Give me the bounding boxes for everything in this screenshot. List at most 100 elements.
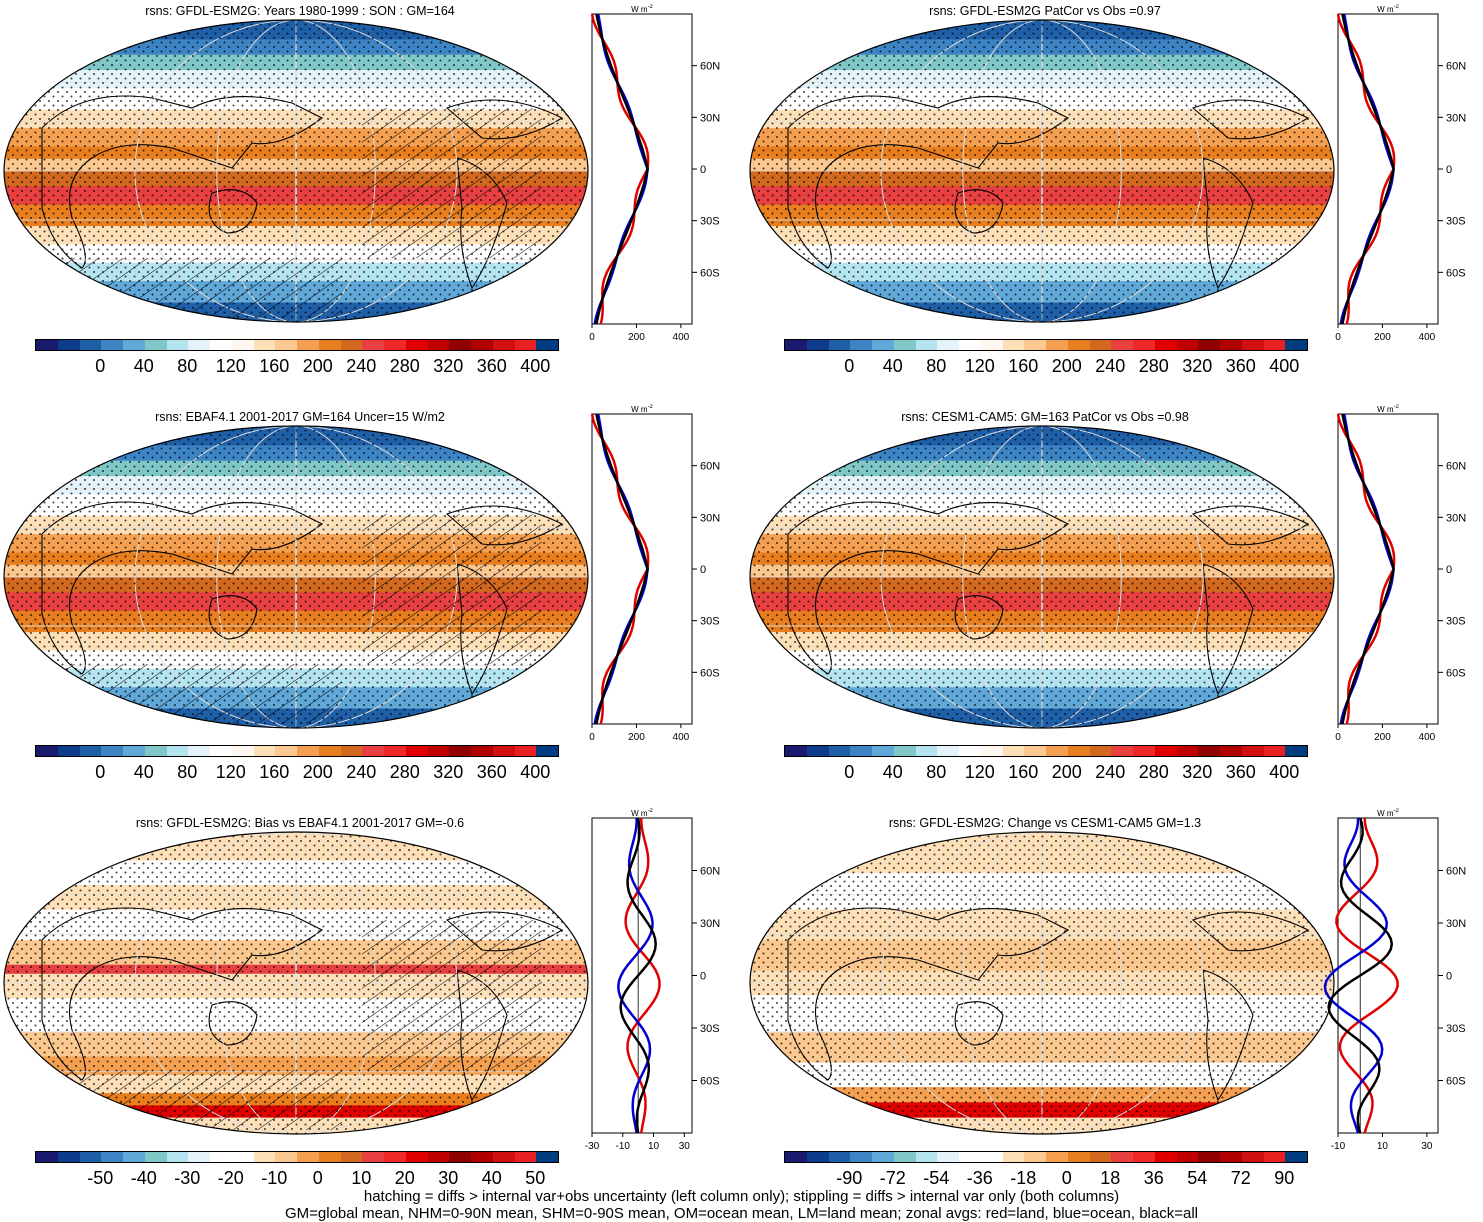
- lat-tick-label: 30N: [1446, 112, 1466, 124]
- lat-tick-label: 0: [1446, 971, 1452, 983]
- colorbar-labels: -50 -40 -30 -20 -10 0 10 20 30 40 50: [35, 1168, 557, 1190]
- colorbar-swatch: [1263, 1152, 1286, 1162]
- colorbar-swatch: [828, 1152, 851, 1162]
- colorbar-swatch: [79, 746, 102, 756]
- value-tick-label: 200: [628, 332, 645, 343]
- colorbar-swatch: [57, 746, 80, 756]
- colorbar-swatch: [1024, 340, 1046, 350]
- world-map: [749, 425, 1335, 729]
- world-map: [3, 19, 589, 323]
- colorbar-swatch: [1067, 340, 1090, 350]
- colorbar-swatch: [449, 1152, 471, 1162]
- colorbar-label: 54: [1187, 1168, 1208, 1188]
- colorbar-swatch: [806, 340, 829, 350]
- lat-tick-label: 30S: [1446, 616, 1466, 628]
- colorbar-label: 320: [1182, 356, 1213, 376]
- lat-tick-label: 30N: [700, 112, 720, 124]
- value-tick-label: 30: [679, 1141, 691, 1152]
- colorbar-swatch: [536, 340, 558, 350]
- lat-tick-label: 60S: [700, 267, 720, 279]
- world-map: [3, 831, 589, 1135]
- lat-tick-label: 0: [1446, 564, 1452, 576]
- zonal-average-plot: W m-2 60N 30N 0 30S 60S -10 10 30: [1323, 808, 1466, 1152]
- lat-tick-label: 30S: [700, 616, 720, 628]
- colorbar-swatch: [210, 1152, 232, 1162]
- colorbar-label: -40: [130, 1168, 157, 1188]
- colorbar-swatch: [893, 746, 916, 756]
- world-map: [749, 831, 1335, 1135]
- colorbar-swatch: [492, 1152, 515, 1162]
- value-tick-label: 200: [628, 732, 645, 743]
- colorbar-swatch: [275, 746, 297, 756]
- map-border: [749, 19, 1335, 323]
- colorbar-swatch: [144, 746, 167, 756]
- colorbar-swatch: [340, 340, 363, 350]
- zonal-line: [595, 13, 649, 325]
- colorbar-labels: 0 40 80 120 160 200 240 280 320 360 400: [784, 762, 1306, 784]
- colorbar-swatch: [1046, 746, 1068, 756]
- colorbar-swatch: [449, 340, 471, 350]
- colorbar-swatch: [36, 746, 58, 756]
- colorbar-swatch: [1154, 746, 1177, 756]
- zonal-line: [619, 817, 657, 1134]
- zonal-average-plot: W m-2 60N 30N 0 30S 60S 0 200 400: [589, 4, 720, 343]
- colorbar-swatch: [806, 746, 829, 756]
- lat-tick-label: 60N: [1446, 461, 1466, 473]
- colorbar-swatch: [1198, 746, 1220, 756]
- lat-tick-label: 60S: [1446, 1076, 1466, 1088]
- colorbar-swatch: [806, 1152, 829, 1162]
- colorbar-swatch: [828, 746, 851, 756]
- colorbar-swatch: [893, 1152, 916, 1162]
- colorbar-label: 360: [1225, 762, 1256, 782]
- colorbar-label: 400: [520, 762, 551, 782]
- colorbar-swatch: [1241, 1152, 1264, 1162]
- colorbar-label: 360: [476, 356, 507, 376]
- panel-title: rsns: GFDL-ESM2G PatCor vs Obs =0.97: [929, 4, 1161, 18]
- colorbar-swatch: [362, 340, 384, 350]
- zonal-frame: [1337, 817, 1439, 1134]
- colorbar-swatch: [980, 340, 1003, 350]
- colorbar-swatch: [275, 340, 297, 350]
- lat-tick-label: 60N: [1446, 866, 1466, 878]
- value-tick-label: 10: [648, 1141, 660, 1152]
- zonal-line: [1327, 817, 1394, 1134]
- lat-tick-label: 60S: [700, 667, 720, 679]
- lat-tick-label: 60N: [1446, 61, 1466, 73]
- colorbar: [784, 1151, 1308, 1163]
- colorbar-label: 240: [1095, 356, 1126, 376]
- colorbar-swatch: [340, 746, 363, 756]
- zonal-unit: W m-2: [631, 404, 653, 414]
- colorbar-swatch: [1133, 340, 1155, 350]
- value-tick-label: 0: [589, 732, 595, 743]
- colorbar-swatch: [1133, 1152, 1155, 1162]
- colorbar-swatch: [1285, 1152, 1307, 1162]
- colorbar-swatch: [471, 746, 493, 756]
- colorbar-swatch: [1198, 1152, 1220, 1162]
- colorbar-swatch: [959, 1152, 981, 1162]
- colorbar-swatch: [405, 746, 428, 756]
- colorbar-swatch: [980, 746, 1003, 756]
- colorbar-swatch: [318, 746, 341, 756]
- colorbar-swatch: [1024, 1152, 1046, 1162]
- value-tick-label: 0: [589, 332, 595, 343]
- panel-title: rsns: CESM1-CAM5: GM=163 PatCor vs Obs =…: [901, 410, 1189, 424]
- stippling: [750, 832, 1334, 1134]
- colorbar-swatch: [1263, 746, 1286, 756]
- lat-tick-label: 0: [700, 564, 706, 576]
- colorbar-label: 120: [964, 356, 995, 376]
- footer-note-2: GM=global mean, NHM=0-90N mean, SHM=0-90…: [284, 1205, 1198, 1222]
- colorbar-label: 10: [351, 1168, 372, 1188]
- lat-tick-label: 60S: [700, 1076, 720, 1088]
- value-tick-label: 200: [1374, 332, 1391, 343]
- colorbar-swatch: [850, 340, 872, 350]
- colorbar-swatch: [872, 1152, 894, 1162]
- colorbar-swatch: [318, 1152, 341, 1162]
- colorbar-swatch: [1067, 746, 1090, 756]
- zonal-line: [1341, 13, 1395, 325]
- value-tick-label: 10: [1377, 1141, 1389, 1152]
- colorbar-label: 50: [525, 1168, 546, 1188]
- colorbar-swatch: [1263, 340, 1286, 350]
- colorbar-swatch: [427, 746, 450, 756]
- colorbar-label: 320: [433, 762, 464, 782]
- colorbar-swatch: [959, 340, 981, 350]
